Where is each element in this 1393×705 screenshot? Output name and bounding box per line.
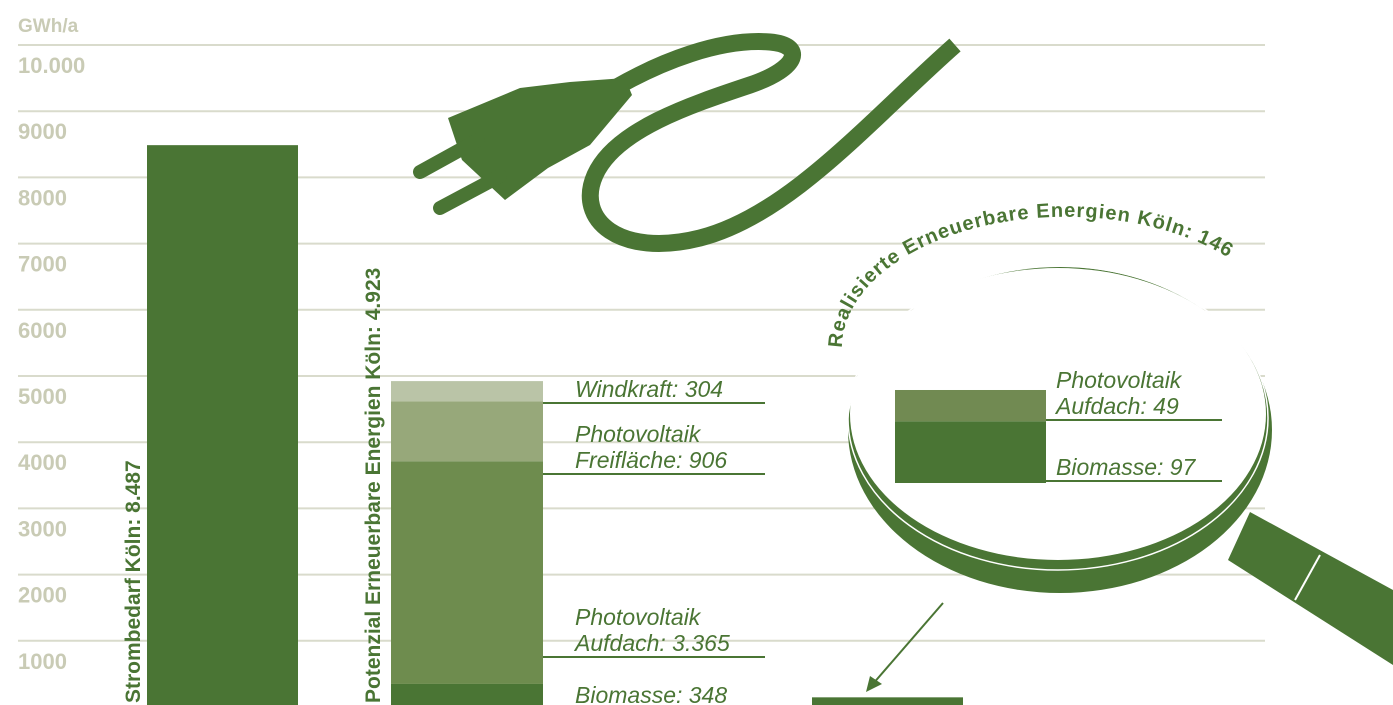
bar-label: Strombedarf Köln: 8.487 xyxy=(122,460,145,703)
y-axis-label: GWh/a xyxy=(18,16,79,37)
bar-segment xyxy=(391,684,543,705)
y-tick-label: 6000 xyxy=(18,318,67,343)
segment-label: Windkraft: 304 xyxy=(575,376,723,402)
bar xyxy=(147,145,298,705)
bar xyxy=(812,697,963,705)
zoom-segment xyxy=(895,421,1046,483)
y-tick-label: 10.000 xyxy=(18,53,85,78)
y-tick-label: 2000 xyxy=(18,583,67,608)
zoom-segment xyxy=(895,390,1046,421)
segment-label: Biomasse: 348 xyxy=(575,682,727,705)
bar-label: Potenzial Erneuerbare Energien Köln: 4.9… xyxy=(362,268,385,703)
y-tick-label: 9000 xyxy=(18,119,67,144)
bar-segment xyxy=(391,381,543,401)
bar-segment xyxy=(391,461,543,684)
plug-illustration xyxy=(420,42,955,244)
segment-label: Freifläche: 906 xyxy=(575,447,727,473)
y-tick-label: 5000 xyxy=(18,384,67,409)
bar-segment xyxy=(391,401,543,461)
y-tick-label: 4000 xyxy=(18,450,67,475)
segment-label: Photovoltaik xyxy=(575,421,702,447)
segment-label: Aufdach: 3.365 xyxy=(573,630,730,656)
zoom-segment-label: Biomasse: 97 xyxy=(1056,454,1197,480)
y-tick-label: 7000 xyxy=(18,252,67,277)
zoom-segment-label: Aufdach: 49 xyxy=(1054,393,1179,419)
y-tick-label: 3000 xyxy=(18,516,67,541)
chart: GWh/a 1000 2000 3000 4000 5000 6000 7000 8000 90… xyxy=(0,0,1393,705)
y-tick-label: 1000 xyxy=(18,649,67,674)
y-tick-label: 8000 xyxy=(18,185,67,210)
zoom-segment-label: Photovoltaik xyxy=(1056,367,1183,393)
segment-label: Photovoltaik xyxy=(575,604,702,630)
